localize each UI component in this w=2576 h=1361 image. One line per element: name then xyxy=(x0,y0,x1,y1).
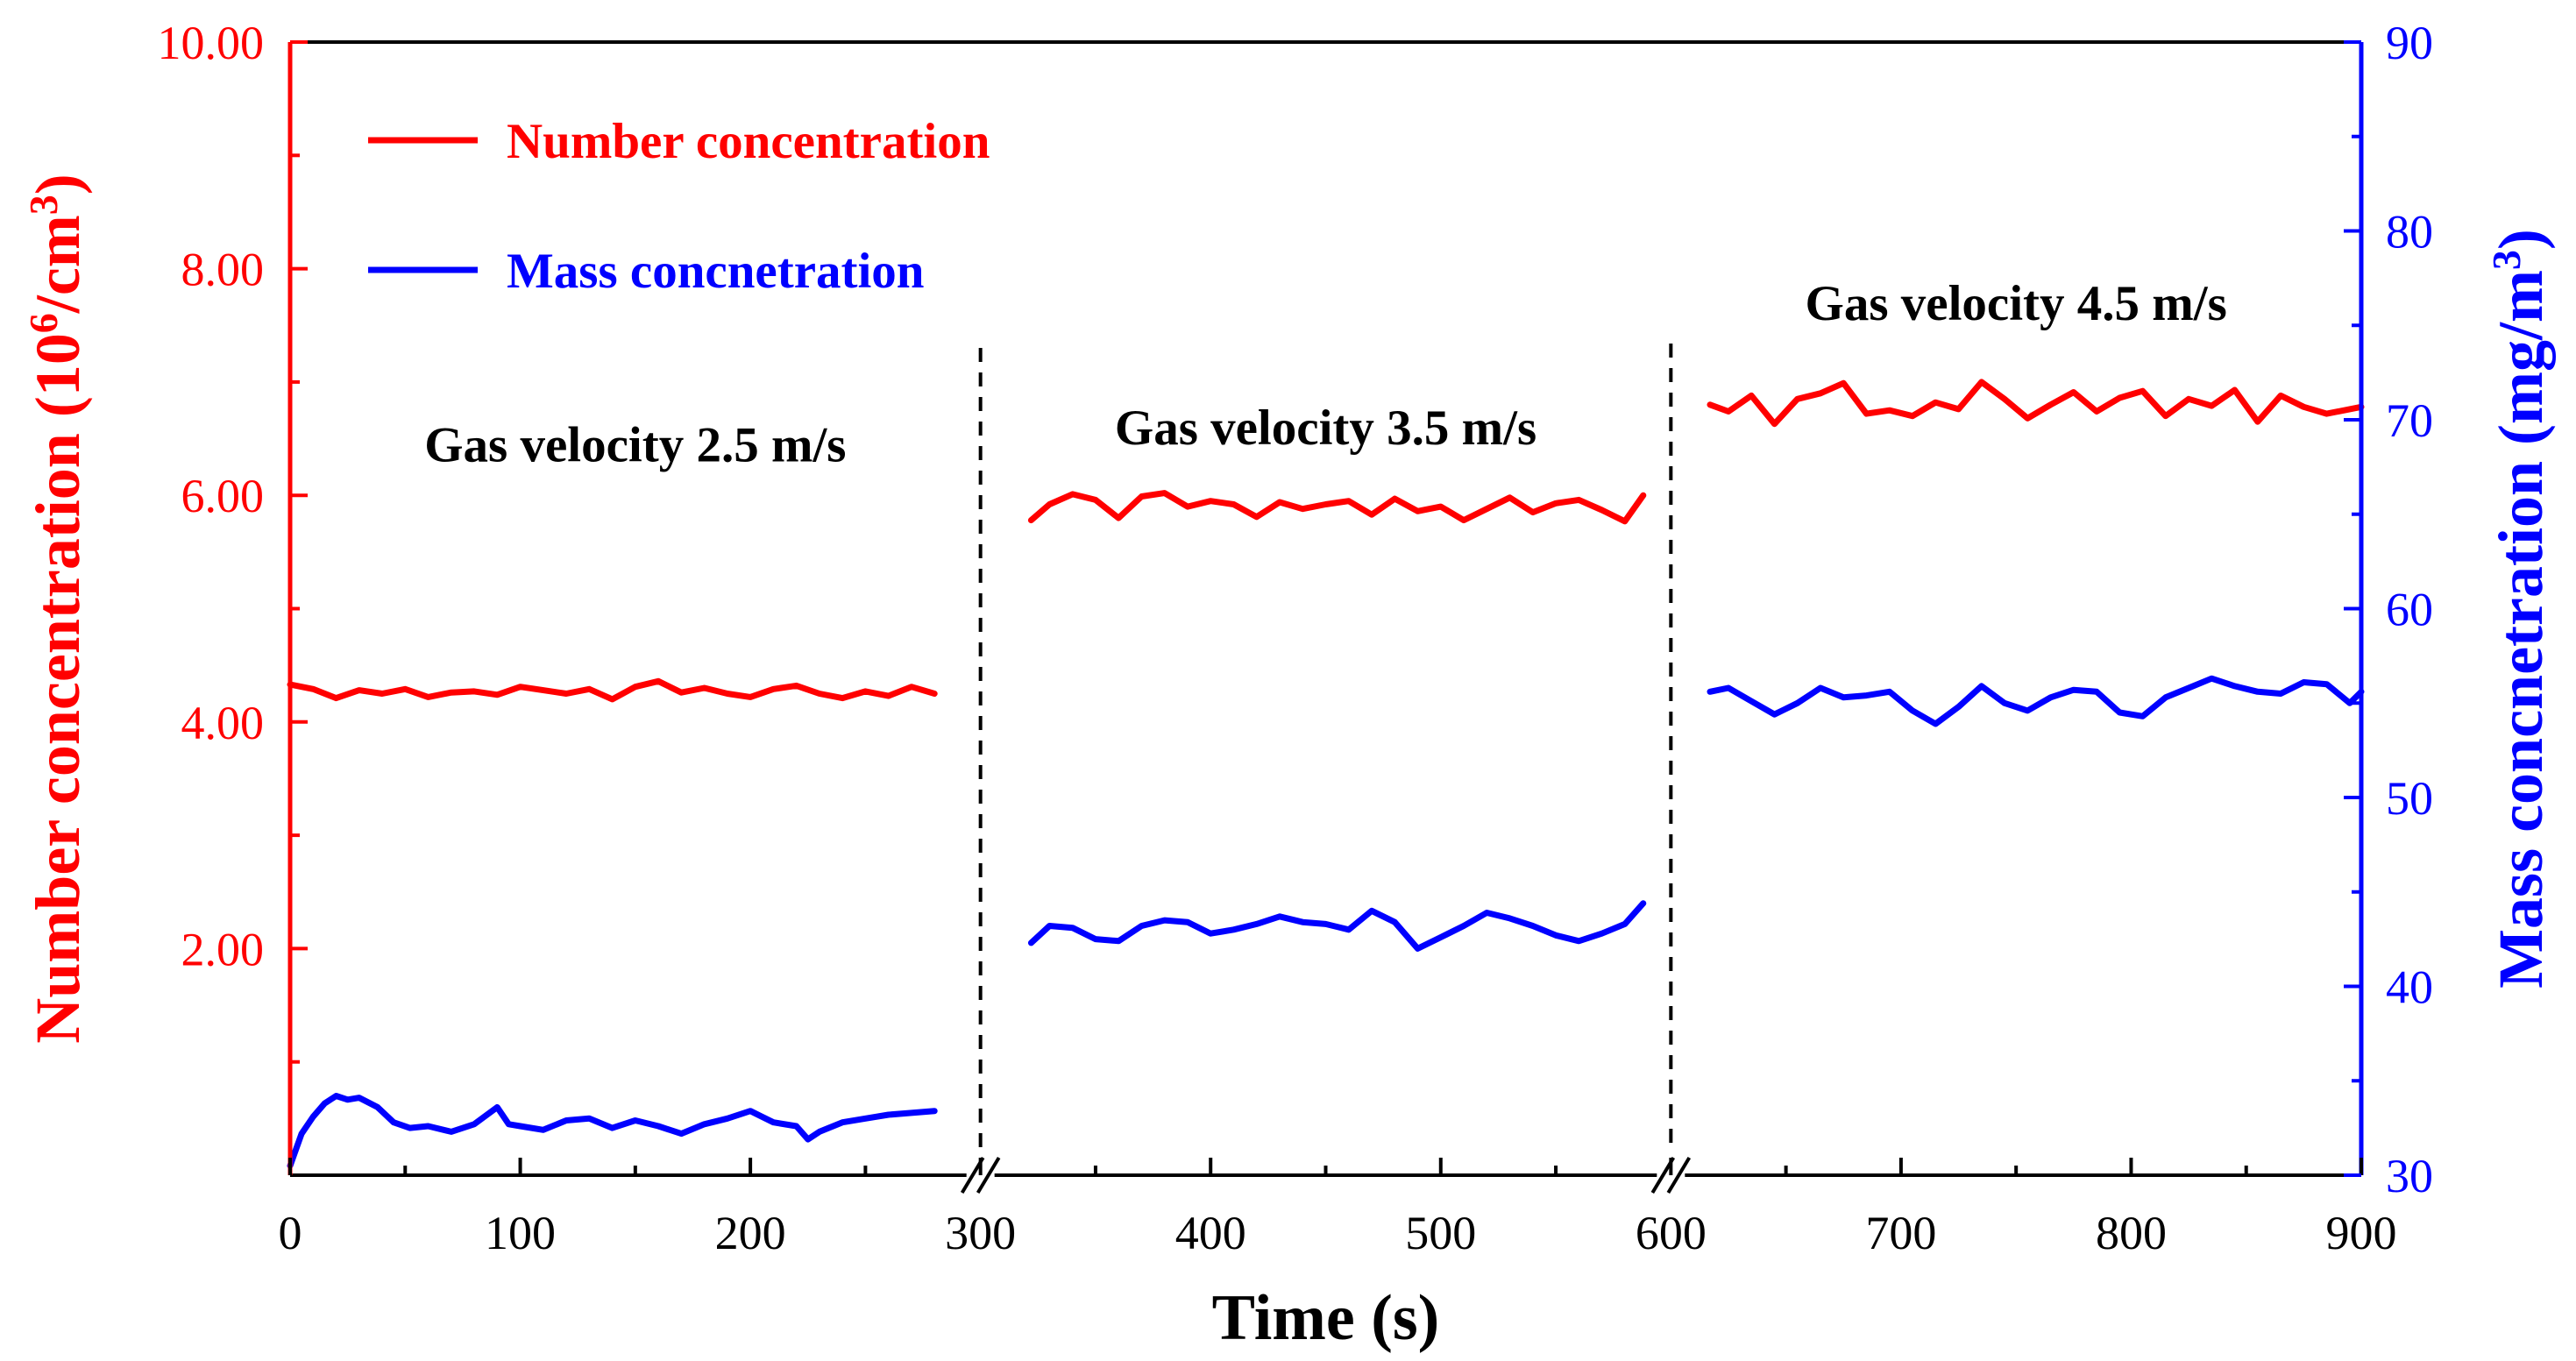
x-tick-label: 200 xyxy=(715,1207,786,1259)
left-tick-label: 4.00 xyxy=(181,697,265,749)
gas-velocity-annotation: Gas velocity 3.5 m/s xyxy=(1115,401,1536,456)
right-axis-title-part: ) xyxy=(2486,229,2556,250)
mass-concentration-line xyxy=(287,1093,938,1169)
right-axis-title-text: Mass concnetration (mg/m3) xyxy=(2484,229,2557,989)
left-axis-title-part: 3 xyxy=(21,195,66,215)
right-axis-title-part: 3 xyxy=(2484,250,2529,270)
right-tick-label: 60 xyxy=(2386,584,2433,636)
right-axis-title: Mass concnetration (mg/m3) xyxy=(2484,229,2557,989)
x-tick-label: 600 xyxy=(1636,1207,1707,1259)
right-tick-label: 90 xyxy=(2386,17,2433,69)
x-tick-label: 0 xyxy=(279,1207,302,1259)
legend-label: Number concentration xyxy=(507,114,990,169)
x-tick-label: 100 xyxy=(485,1207,556,1259)
legend-label: Mass concnetration xyxy=(507,244,925,299)
right-axis-title-part: Mass concnetration (mg/m xyxy=(2486,270,2556,989)
mass-concentration-line xyxy=(1027,900,1647,952)
left-axis-title-part: Number concentration (10 xyxy=(23,333,93,1044)
left-axis-title: Number concentration (106/cm3) xyxy=(21,174,94,1043)
left-axis-title-part: 6 xyxy=(21,313,66,333)
right-tick-label: 70 xyxy=(2386,394,2433,447)
right-tick-label: 50 xyxy=(2386,772,2433,825)
right-tick-label: 40 xyxy=(2386,961,2433,1014)
gas-velocity-annotation: Gas velocity 4.5 m/s xyxy=(1806,276,2227,331)
axis-break-mark xyxy=(976,1156,1001,1194)
left-axis-title-part: ) xyxy=(23,174,93,195)
x-axis-title: Time (s) xyxy=(1212,1282,1440,1354)
x-tick-label: 800 xyxy=(2096,1207,2167,1259)
number-concentration-line xyxy=(1707,379,2365,428)
left-tick-label: 6.00 xyxy=(181,470,265,522)
axis-break-mark xyxy=(1666,1156,1692,1194)
number-concentration-line xyxy=(287,677,938,703)
x-tick-label: 700 xyxy=(1865,1207,1936,1259)
mass-concentration-line xyxy=(1707,675,2365,727)
x-tick-label: 500 xyxy=(1405,1207,1476,1259)
right-tick-label: 80 xyxy=(2386,206,2433,259)
x-tick-label: 400 xyxy=(1175,1207,1246,1259)
gas-velocity-annotation: Gas velocity 2.5 m/s xyxy=(424,417,846,472)
right-tick-label: 30 xyxy=(2386,1150,2433,1202)
left-axis-title-part: /cm xyxy=(23,215,93,314)
left-tick-label: 10.00 xyxy=(158,17,265,69)
x-tick-label: 900 xyxy=(2326,1207,2397,1259)
left-axis-title-text: Number concentration (106/cm3) xyxy=(21,174,94,1043)
left-tick-label: 2.00 xyxy=(181,923,265,975)
left-tick-label: 8.00 xyxy=(181,244,265,296)
x-tick-label: 300 xyxy=(945,1207,1016,1259)
number-concentration-line xyxy=(1027,490,1647,525)
